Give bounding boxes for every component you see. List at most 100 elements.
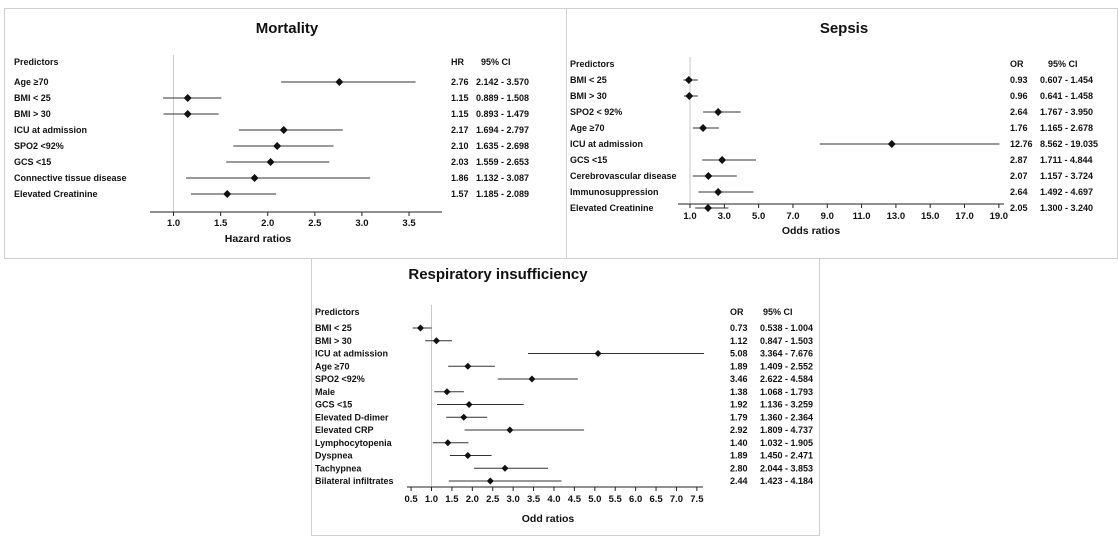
estimate-point [501, 464, 509, 472]
estimate-point [183, 110, 192, 118]
predictor-label: Bilateral infiltrates [315, 476, 394, 486]
estimate-point [684, 76, 693, 84]
ci-value: 0.641 - 1.458 [1040, 91, 1093, 101]
x-tick-label: 1.0 [425, 494, 438, 505]
predictors-header: Predictors [570, 59, 615, 69]
estimate-point [183, 94, 192, 102]
estimate-value: 0.96 [1010, 91, 1028, 101]
predictor-label: BMI > 30 [570, 91, 607, 101]
ci-value: 1.450 - 2.471 [760, 451, 813, 461]
estimate-value: 2.76 [451, 77, 469, 87]
predictor-label: Elevated Creatinine [14, 189, 98, 199]
ci-value: 0.889 - 1.508 [476, 93, 529, 103]
ci-value: 1.559 - 2.653 [476, 157, 529, 167]
x-tick-label: 4.5 [568, 494, 582, 505]
ci-value: 1.032 - 1.905 [760, 438, 813, 448]
predictor-label: Age ≥70 [14, 77, 48, 87]
x-tick-label: 0.5 [404, 494, 418, 505]
ci-value: 1.360 - 2.364 [760, 412, 813, 422]
estimate-point [704, 172, 713, 180]
predictor-label: Male [315, 387, 335, 397]
x-tick-label: 5.5 [609, 494, 623, 505]
estimate-point [416, 324, 424, 332]
estimate-value: 2.64 [1010, 107, 1028, 117]
x-tick-label: 2.0 [466, 494, 479, 505]
estimate-value: 1.79 [730, 412, 748, 422]
x-tick-label: 9.0 [821, 211, 834, 222]
x-tick-label: 17.0 [955, 211, 974, 222]
estimate-point [887, 140, 896, 148]
estimate-value: 12.76 [1010, 139, 1033, 149]
estimate-point [699, 124, 708, 132]
estimate-value: 2.17 [451, 125, 469, 135]
ci-value: 2.622 - 4.584 [760, 374, 813, 384]
estimate-value: 1.15 [451, 93, 469, 103]
x-tick-label: 2.0 [261, 218, 274, 229]
ci-header: 95% CI [481, 57, 511, 67]
estimate-value: 1.76 [1010, 123, 1028, 133]
predictor-label: Elevated CRP [315, 425, 374, 435]
ci-value: 1.809 - 4.737 [760, 425, 813, 435]
predictor-label: Connective tissue disease [14, 173, 127, 183]
x-tick-label: 19.0 [990, 211, 1009, 222]
mortality-forest-plot: Mortality Predictors HR 95% CI Age ≥70 2.76 2.… [14, 20, 529, 245]
estimate-value: 2.64 [1010, 187, 1028, 197]
sepsis-panel: Sepsis Predictors OR 95% CI BMI < 25 0.93 0.60… [566, 8, 1118, 259]
x-tick-label: 3.5 [527, 494, 541, 505]
estimate-value: 1.89 [730, 451, 748, 461]
predictor-label: ICU at admission [570, 139, 643, 149]
ci-value: 1.165 - 2.678 [1040, 123, 1093, 133]
ci-value: 1.185 - 2.089 [476, 189, 529, 199]
ci-value: 1.694 - 2.797 [476, 125, 529, 135]
predictor-label: BMI > 30 [14, 109, 51, 119]
estimate-point [266, 158, 275, 166]
x-tick-label: 2.5 [308, 218, 322, 229]
estimate-point [685, 92, 694, 100]
predictor-label: BMI > 30 [315, 336, 352, 346]
ci-value: 0.607 - 1.454 [1040, 75, 1093, 85]
predictor-label: SPO2 <92% [14, 141, 64, 151]
panel-title: Respiratory insufficiency [408, 266, 588, 283]
estimate-point [464, 452, 472, 459]
estimate-value: 2.07 [1010, 171, 1028, 181]
predictors-header: Predictors [14, 57, 59, 67]
x-tick-label: 1.0 [683, 211, 696, 222]
ci-value: 1.711 - 4.844 [1040, 155, 1093, 165]
predictor-label: Dyspnea [315, 451, 354, 461]
x-tick-label: 1.5 [214, 218, 228, 229]
estimate-point [718, 156, 727, 164]
ci-value: 0.538 - 1.004 [760, 323, 813, 333]
ci-value: 1.767 - 3.950 [1040, 107, 1093, 117]
ci-header: 95% CI [1048, 59, 1078, 69]
estimate-value: 1.12 [730, 336, 748, 346]
mortality-panel: Mortality Predictors HR 95% CI Age ≥70 2.76 2.… [4, 8, 567, 259]
estimate-value: 1.89 [730, 361, 748, 371]
x-tick-label: 3.5 [402, 218, 416, 229]
x-tick-label: 1.5 [445, 494, 459, 505]
predictor-label: SPO2 < 92% [570, 107, 622, 117]
predictor-label: GCS <15 [14, 157, 51, 167]
predictor-label: Age ≥70 [315, 361, 349, 371]
estimate-point [460, 413, 468, 421]
x-tick-label: 3.0 [507, 494, 520, 505]
predictor-label: Tachypnea [315, 463, 362, 473]
predictor-label: Elevated Creatinine [570, 203, 654, 213]
ci-value: 3.364 - 7.676 [760, 349, 813, 359]
x-tick-label: 11.0 [853, 211, 871, 222]
estimate-point [250, 174, 259, 182]
predictor-label: ICU at admission [315, 349, 388, 359]
panel-title: Sepsis [820, 20, 868, 37]
estimate-point [223, 190, 232, 198]
respiratory-insufficiency-forest-plot: Respiratory insufficiency Predictors OR 95%… [315, 266, 813, 525]
predictors-header: Predictors [315, 307, 360, 317]
ci-value: 8.562 - 19.035 [1040, 139, 1098, 149]
ci-value: 1.132 - 3.087 [476, 173, 529, 183]
estimate-value: 3.46 [730, 374, 748, 384]
x-axis-label: Odd ratios [522, 513, 575, 525]
x-tick-label: 5.0 [588, 494, 601, 505]
estimate-point [443, 388, 451, 396]
ci-value: 2.044 - 3.853 [760, 463, 813, 473]
ci-value: 0.893 - 1.479 [476, 109, 529, 119]
ci-value: 2.142 - 3.570 [476, 77, 529, 87]
x-tick-label: 6.5 [649, 494, 663, 505]
